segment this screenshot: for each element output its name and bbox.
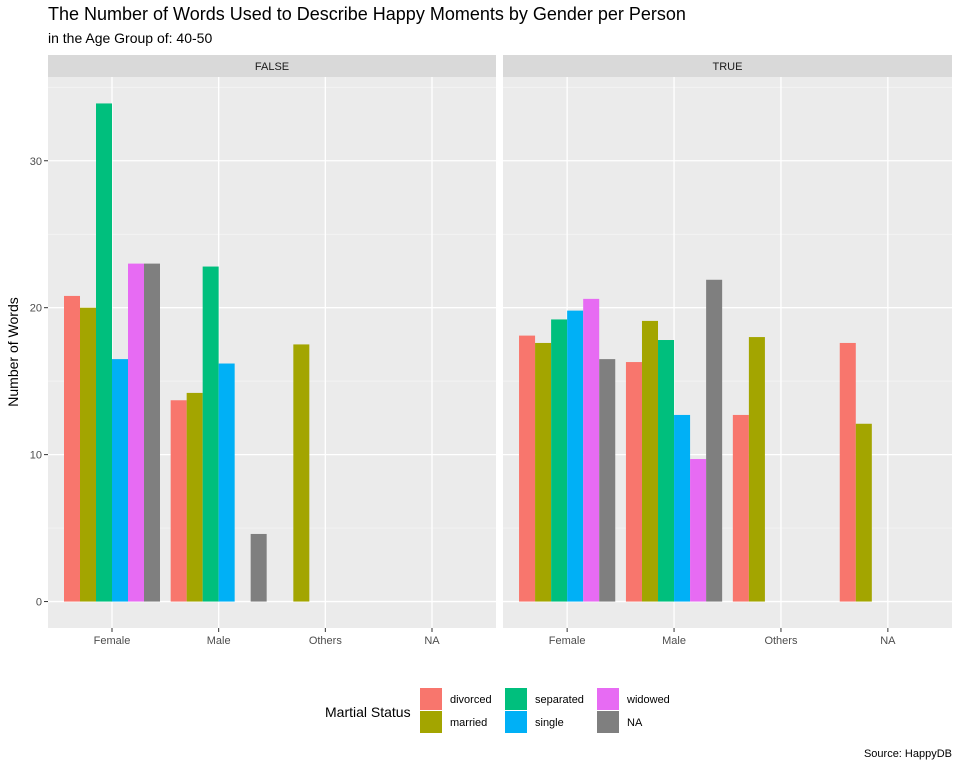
x-tick-label: NA xyxy=(880,635,896,647)
bar-widowed-female xyxy=(128,263,144,602)
facet-strip xyxy=(48,55,496,77)
bar-divorced-female xyxy=(519,335,536,602)
x-tick-label: Female xyxy=(94,635,131,647)
caption: Source: HappyDB xyxy=(864,748,952,760)
legend-key-married xyxy=(420,711,442,733)
legend-title: Martial Status xyxy=(325,704,411,720)
bar-separated-female xyxy=(96,103,112,602)
bar-single-male xyxy=(674,414,691,602)
legend-key-na xyxy=(597,711,619,733)
legend: Martial Status divorced married separated s… xyxy=(325,688,670,733)
y-tick-label: 20 xyxy=(30,303,42,315)
facet-panel-false: FALSE Female Male Others NA 0 10 20 30 xyxy=(30,55,496,647)
x-tick-label: Others xyxy=(764,635,798,647)
bar-married-female xyxy=(535,342,552,602)
facet-panels: FALSE Female Male Others NA 0 10 20 30 TRUE Female… xyxy=(30,55,952,647)
x-tick-label: Male xyxy=(662,635,686,647)
bar-na-male xyxy=(250,533,267,602)
bar-married-female xyxy=(80,307,96,602)
legend-key-divorced xyxy=(420,688,442,710)
bar-divorced-male xyxy=(625,362,642,602)
legend-label-divorced: divorced xyxy=(450,694,492,706)
bar-married-others xyxy=(748,337,765,602)
facet-panel-true: TRUE Female Male Others NA xyxy=(503,55,952,647)
bar-married-male xyxy=(186,392,203,602)
x-tick-label: Female xyxy=(549,635,586,647)
y-tick-label: 0 xyxy=(36,597,42,609)
y-tick-label: 30 xyxy=(30,156,42,168)
facet-strip-label: FALSE xyxy=(255,61,289,73)
x-tick-label: Male xyxy=(207,635,231,647)
facet-strip-label: TRUE xyxy=(713,61,743,73)
x-tick-label: Others xyxy=(309,635,343,647)
facet-strip xyxy=(503,55,952,77)
legend-label-separated: separated xyxy=(535,694,584,706)
legend-label-married: married xyxy=(450,717,487,729)
bar-widowed-female xyxy=(583,298,600,602)
bar-divorced-female xyxy=(64,295,80,602)
legend-key-single xyxy=(505,711,527,733)
bar-divorced-others xyxy=(732,414,749,602)
bar-divorced-male xyxy=(170,400,187,602)
legend-label-widowed: widowed xyxy=(626,694,670,706)
bar-married-others xyxy=(293,344,310,602)
bar-divorced-na xyxy=(839,342,856,602)
bar-separated-male xyxy=(202,266,219,602)
chart-title: The Number of Words Used to Describe Hap… xyxy=(48,4,686,24)
bar-married-male xyxy=(641,320,659,602)
legend-label-na: NA xyxy=(627,717,643,729)
bar-single-female xyxy=(112,359,128,602)
bar-na-female xyxy=(599,359,616,602)
legend-label-single: single xyxy=(535,717,564,729)
bar-single-female xyxy=(567,310,584,602)
x-tick-label: NA xyxy=(424,635,440,647)
bar-na-female xyxy=(144,263,160,602)
bar-single-male xyxy=(218,363,235,602)
legend-key-widowed xyxy=(597,688,619,710)
chart-subtitle: in the Age Group of: 40-50 xyxy=(48,30,212,46)
bar-separated-female xyxy=(551,319,568,602)
bar-separated-male xyxy=(658,340,675,602)
y-axis-title: Number of Words xyxy=(5,297,21,406)
y-tick-label: 10 xyxy=(30,450,42,462)
bar-married-na xyxy=(855,423,872,602)
bar-na-male xyxy=(706,279,723,602)
legend-key-separated xyxy=(505,688,527,710)
bar-widowed-male xyxy=(690,459,707,602)
